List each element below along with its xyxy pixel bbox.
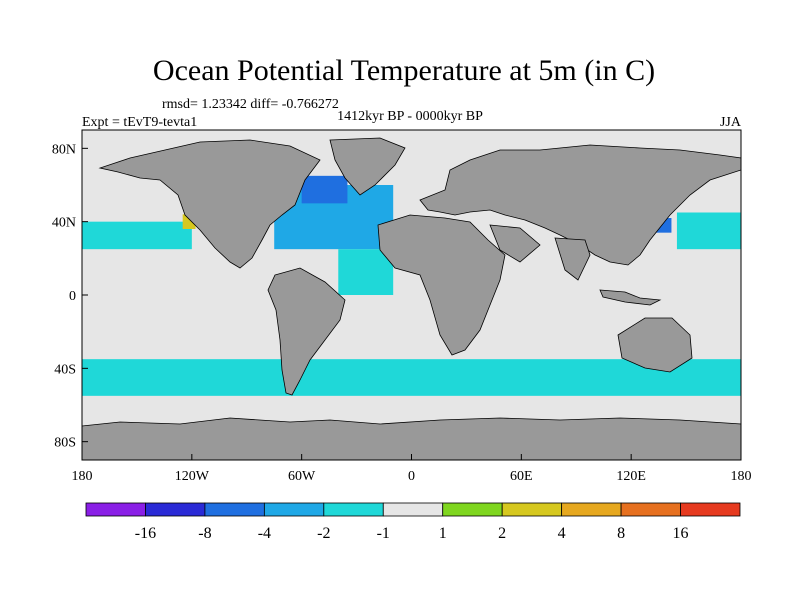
colorbar-label: -1 [377, 525, 390, 542]
colorbar-label: -16 [135, 525, 156, 542]
colorbar-swatch [323, 502, 384, 517]
anomaly-layer [82, 175, 741, 396]
land-eurasia [419, 144, 742, 266]
land-arabia [489, 224, 541, 263]
land-australia [617, 317, 693, 373]
y-tick-label: 0 [69, 289, 76, 304]
x-tick-label: 60W [288, 469, 316, 484]
land-indonesia [599, 289, 662, 306]
x-tick-label: 60E [510, 469, 533, 484]
colorbar-label: 2 [498, 525, 506, 542]
y-tick-label: 80S [54, 436, 76, 451]
colorbar-swatch [561, 502, 622, 517]
colorbar-label: 16 [673, 525, 689, 542]
colorbar-label: 1 [439, 525, 447, 542]
chart-title: Ocean Potential Temperature at 5m (in C) [153, 54, 655, 87]
anomaly-region-4 [82, 359, 741, 396]
x-tick-label: 180 [731, 469, 752, 484]
x-tick-label: 120W [175, 469, 210, 484]
stats-text: rmsd= 1.23342 diff= -0.766272 [162, 97, 339, 112]
x-tick-label: 180 [72, 469, 93, 484]
x-tick-label: 120E [616, 469, 646, 484]
colorbar-swatch [442, 502, 503, 517]
land-africa [377, 214, 506, 356]
colorbar-label: 8 [617, 525, 625, 542]
colorbar-label: -8 [198, 525, 211, 542]
colorbar: -16 -8 -4 -2 -1 1 2 4 8 16 [85, 502, 741, 542]
land-antarctica [81, 417, 742, 461]
land-greenland [329, 137, 406, 196]
axis-ticks: 180 120W 60W 0 60E 120E 180 80N 40N 0 40S 80S [52, 142, 752, 484]
x-tick-label: 0 [408, 469, 415, 484]
y-tick-label: 40S [54, 362, 76, 377]
colorbar-label: -4 [258, 525, 271, 542]
season-label: JJA [720, 115, 742, 130]
colorbar-label: -2 [317, 525, 330, 542]
y-tick-label: 80N [52, 142, 76, 157]
colorbar-swatch [85, 502, 146, 517]
anomaly-region-5 [338, 249, 394, 295]
land-india [554, 237, 591, 281]
period-label: 1412kyr BP - 0000kyr BP [337, 109, 483, 124]
land-south-america [267, 267, 346, 396]
colorbar-swatch [620, 502, 681, 517]
colorbar-swatch [204, 502, 265, 517]
colorbar-swatch [145, 502, 206, 517]
colorbar-swatch [382, 502, 444, 517]
experiment-label: Expt = tEvT9-tevta1 [82, 115, 197, 130]
colorbar-swatch [501, 502, 563, 517]
anomaly-region-2 [676, 212, 741, 250]
anomaly-region-3 [82, 221, 192, 250]
land-north-america [98, 139, 321, 269]
anomaly-region-1 [301, 175, 348, 204]
y-tick-label: 40N [52, 216, 76, 231]
colorbar-label: 4 [558, 525, 566, 542]
colorbar-swatch [263, 502, 325, 517]
map: 180 120W 60W 0 60E 120E 180 80N 40N 0 40S 80S [52, 129, 752, 484]
colorbar-swatch [680, 502, 741, 517]
land-layer [81, 137, 742, 461]
